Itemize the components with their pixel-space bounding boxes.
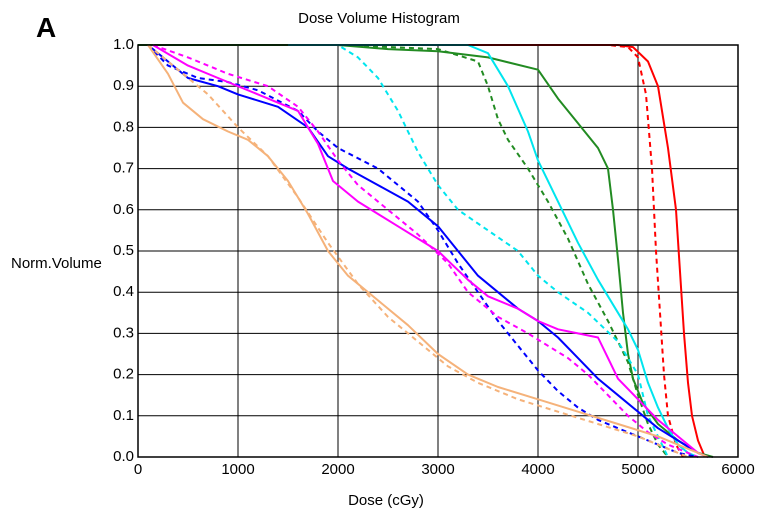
- dvh-series-line-5: [288, 44, 699, 458]
- y-tick-label: 0.0: [113, 448, 134, 465]
- y-tick-label: 0.4: [113, 283, 134, 300]
- panel-label: A: [36, 12, 57, 43]
- x-tick-label: 1000: [221, 461, 254, 478]
- x-tick-label: 5000: [621, 461, 654, 478]
- x-tick-label: 2000: [321, 461, 354, 478]
- x-axis-title: Dose (cGy): [348, 492, 424, 509]
- dvh-series-line-2: [458, 44, 684, 458]
- plot-frame: [137, 44, 739, 458]
- dvh-series-line-4: [238, 44, 669, 458]
- y-tick-label: 0.5: [113, 242, 134, 259]
- dvh-series-line-8: [147, 44, 699, 458]
- y-tick-label: 0.8: [113, 118, 134, 135]
- y-tick-label: 1.0: [113, 36, 134, 53]
- dvh-series-line-9: [152, 44, 709, 458]
- x-tick-label: 6000: [721, 461, 754, 478]
- x-tick-label: 0: [134, 461, 142, 478]
- tick-layer: 0 1000 2000 3000 4000 5000 6000 0.0 0.1 0.2 0.3 0.4…: [113, 36, 755, 478]
- y-tick-label: 0.9: [113, 77, 134, 94]
- x-tick-label: 3000: [421, 461, 454, 478]
- dvh-series-line-1: [438, 44, 709, 458]
- y-tick-label: 0.1: [113, 407, 134, 424]
- y-tick-label: 0.7: [113, 160, 134, 177]
- dvh-series-line-10: [152, 44, 699, 458]
- y-tick-label: 0.3: [113, 324, 134, 341]
- series-layer: [138, 44, 714, 458]
- y-tick-label: 0.2: [113, 366, 134, 383]
- dvh-series-line-7: [147, 44, 709, 458]
- y-tick-label: 0.6: [113, 201, 134, 218]
- chart-title: Dose Volume Histogram: [298, 10, 460, 27]
- y-axis-title: Norm.Volume: [11, 255, 102, 272]
- x-tick-label: 4000: [521, 461, 554, 478]
